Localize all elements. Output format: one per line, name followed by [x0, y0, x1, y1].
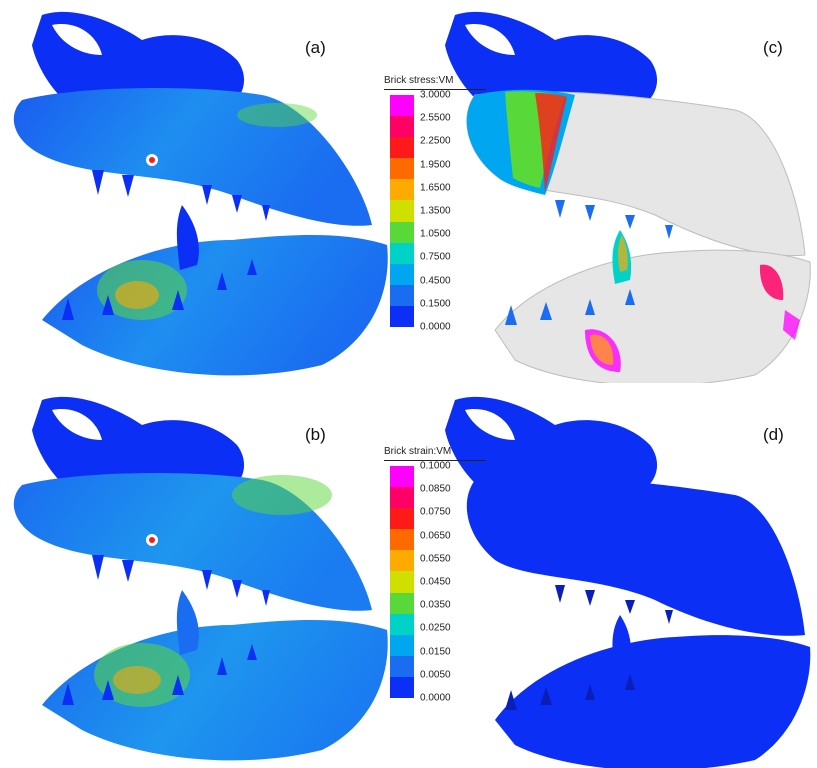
strain-colorbar-tick-label: 0.1000 [420, 460, 451, 472]
strain-colorbar-segment [390, 655, 414, 678]
strain-colorbar-segment [390, 487, 414, 509]
stress-colorbar: Brick stress:VM 3.0000 2.5500 2.2500 1.9500… [384, 75, 494, 345]
stress-colorbar-segment [390, 263, 414, 286]
stress-colorbar-segment [390, 179, 414, 201]
strain-colorbar-segment [390, 592, 414, 615]
stress-colorbar-segment [390, 200, 414, 223]
strain-colorbar-segment [390, 676, 414, 699]
stress-colorbar-tick-label: 1.3500 [420, 205, 451, 217]
strain-colorbar-segment [390, 466, 414, 488]
strain-colorbar-scale [390, 466, 414, 699]
strain-colorbar-tick-label: 0.0650 [420, 530, 451, 542]
skull-stress-render [13, 11, 388, 376]
skull-strain-render [13, 396, 388, 761]
strain-colorbar-tick-label: 0.0000 [420, 692, 451, 704]
stress-colorbar-tick-label: 0.7500 [420, 251, 451, 263]
strain-colorbar-tick-label: 0.0550 [420, 553, 451, 565]
strain-colorbar-title: Brick strain:VM [384, 446, 452, 457]
stress-colorbar-segment [390, 242, 414, 265]
panel-b [2, 385, 402, 768]
panel-b-label: (b) [305, 425, 326, 444]
stress-colorbar-tick-label: 0.0000 [420, 321, 451, 333]
strain-colorbar-tick-label: 0.0450 [420, 576, 451, 588]
strain-colorbar-tick-label: 0.0850 [420, 483, 451, 495]
strain-colorbar-segment [390, 529, 414, 551]
strain-colorbar-tick-label: 0.0750 [420, 506, 451, 518]
stress-colorbar-tick-label: 0.1500 [420, 298, 451, 310]
strain-colorbar-tick-label: 0.0350 [420, 599, 451, 611]
stress-colorbar-tick-label: 1.6500 [420, 182, 451, 194]
stress-colorbar-segment [390, 305, 414, 328]
stress-colorbar-ticks: 3.0000 2.5500 2.2500 1.9500 1.6500 1.3500 1.05… [420, 90, 490, 333]
strain-colorbar-ticks: 0.1000 0.0850 0.0750 0.0650 0.0550 0.0450 0.03… [420, 461, 490, 704]
stress-colorbar-scale [390, 95, 414, 328]
strain-colorbar-segment [390, 508, 414, 530]
skull-overstress-render [445, 11, 811, 383]
strain-colorbar-rule [384, 460, 486, 461]
panel-a-label: (a) [305, 38, 326, 57]
stress-colorbar-segment [390, 284, 414, 307]
panel-a [2, 0, 402, 383]
stress-colorbar-tick-label: 2.2500 [420, 135, 451, 147]
panel-d [415, 385, 815, 768]
strain-colorbar-segment [390, 613, 414, 636]
strain-colorbar-tick-label: 0.0050 [420, 669, 451, 681]
strain-colorbar-tick-label: 0.0150 [420, 646, 451, 658]
strain-colorbar-segment [390, 571, 414, 594]
skull-strain-low-render [445, 396, 811, 768]
strain-colorbar-segment [390, 550, 414, 572]
stress-colorbar-rule [384, 89, 486, 90]
stress-colorbar-segment [390, 221, 414, 244]
strain-colorbar-segment [390, 634, 414, 657]
strain-colorbar: Brick strain:VM 0.1000 0.0850 0.0750 0.0650… [384, 446, 494, 716]
stress-colorbar-tick-label: 1.9500 [420, 159, 451, 171]
stress-colorbar-segment [390, 95, 414, 117]
strain-colorbar-tick-label: 0.0250 [420, 622, 451, 634]
stress-colorbar-segment [390, 137, 414, 159]
stress-colorbar-segment [390, 158, 414, 180]
panel-c-label: (c) [763, 38, 783, 57]
panel-c [415, 0, 815, 383]
stress-colorbar-title: Brick stress:VM [384, 75, 454, 86]
stress-colorbar-tick-label: 0.4500 [420, 275, 451, 287]
panel-d-label: (d) [763, 425, 784, 444]
stress-colorbar-tick-label: 1.0500 [420, 228, 451, 240]
stress-colorbar-tick-label: 3.0000 [420, 89, 451, 101]
stress-colorbar-segment [390, 116, 414, 138]
stress-colorbar-tick-label: 2.5500 [420, 112, 451, 124]
